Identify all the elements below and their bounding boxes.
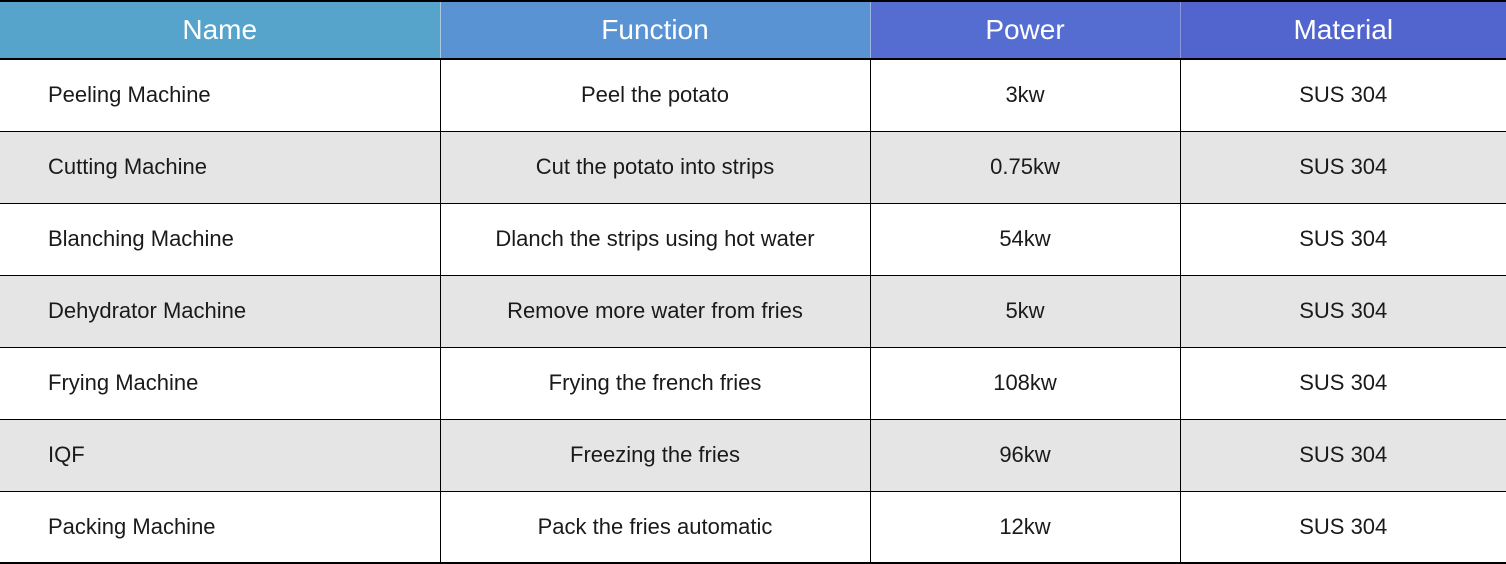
cell-power: 5kw	[870, 275, 1180, 347]
cell-function: Pack the fries automatic	[440, 491, 870, 563]
cell-power: 108kw	[870, 347, 1180, 419]
cell-power: 96kw	[870, 419, 1180, 491]
cell-power: 54kw	[870, 203, 1180, 275]
machines-table: Name Function Power Material Peeling Mac…	[0, 0, 1506, 564]
cell-function: Frying the french fries	[440, 347, 870, 419]
table-row: Packing Machine Pack the fries automatic…	[0, 491, 1506, 563]
header-material: Material	[1180, 1, 1506, 59]
cell-material: SUS 304	[1180, 203, 1506, 275]
cell-function: Remove more water from fries	[440, 275, 870, 347]
header-power: Power	[870, 1, 1180, 59]
table-row: IQF Freezing the fries 96kw SUS 304	[0, 419, 1506, 491]
cell-material: SUS 304	[1180, 347, 1506, 419]
table-row: Cutting Machine Cut the potato into stri…	[0, 131, 1506, 203]
cell-function: Cut the potato into strips	[440, 131, 870, 203]
cell-material: SUS 304	[1180, 419, 1506, 491]
cell-material: SUS 304	[1180, 131, 1506, 203]
header-name: Name	[0, 1, 440, 59]
cell-name: Dehydrator Machine	[0, 275, 440, 347]
table-row: Frying Machine Frying the french fries 1…	[0, 347, 1506, 419]
cell-function: Freezing the fries	[440, 419, 870, 491]
cell-name: Cutting Machine	[0, 131, 440, 203]
cell-material: SUS 304	[1180, 59, 1506, 131]
cell-name: Frying Machine	[0, 347, 440, 419]
header-function: Function	[440, 1, 870, 59]
cell-function: Dlanch the strips using hot water	[440, 203, 870, 275]
cell-power: 12kw	[870, 491, 1180, 563]
cell-name: IQF	[0, 419, 440, 491]
cell-material: SUS 304	[1180, 491, 1506, 563]
cell-power: 3kw	[870, 59, 1180, 131]
table-row: Dehydrator Machine Remove more water fro…	[0, 275, 1506, 347]
cell-name: Blanching Machine	[0, 203, 440, 275]
cell-function: Peel the potato	[440, 59, 870, 131]
cell-material: SUS 304	[1180, 275, 1506, 347]
table-row: Blanching Machine Dlanch the strips usin…	[0, 203, 1506, 275]
table-header-row: Name Function Power Material	[0, 1, 1506, 59]
cell-name: Peeling Machine	[0, 59, 440, 131]
cell-power: 0.75kw	[870, 131, 1180, 203]
cell-name: Packing Machine	[0, 491, 440, 563]
table-row: Peeling Machine Peel the potato 3kw SUS …	[0, 59, 1506, 131]
